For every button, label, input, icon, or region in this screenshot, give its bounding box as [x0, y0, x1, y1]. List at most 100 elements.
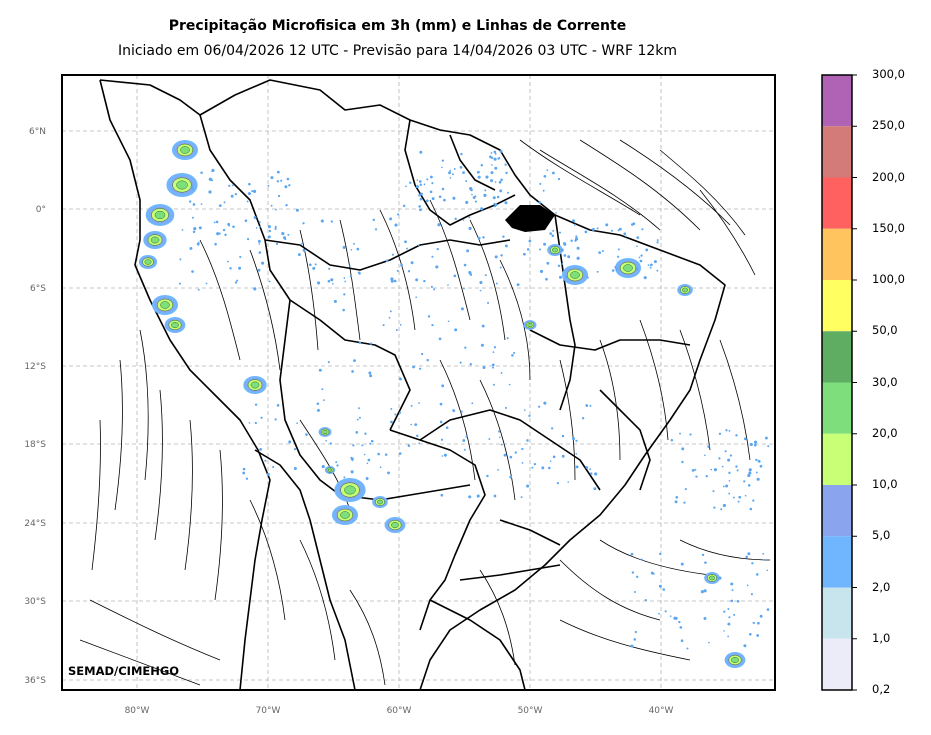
- rain-dot: [419, 208, 422, 212]
- rain-dot: [284, 185, 288, 189]
- rain-dot: [658, 584, 662, 588]
- rain-dot: [414, 423, 418, 427]
- rain-dot: [722, 485, 725, 488]
- rain-dot: [435, 265, 439, 269]
- rain-dot: [617, 255, 620, 258]
- rain-dot: [222, 228, 226, 232]
- rain-dot: [463, 448, 466, 451]
- rain-dot: [317, 281, 321, 285]
- rain-dot: [419, 367, 422, 370]
- rain-dot: [343, 476, 346, 479]
- rain-dot: [471, 193, 473, 196]
- rain-dot: [757, 621, 760, 625]
- latitude-labels: 6°N 0° 6°S 12°S 18°S 24°S 30°S 36°S: [24, 127, 46, 686]
- rain-dot: [727, 635, 730, 638]
- rain-dot: [502, 235, 505, 238]
- rain-dot: [454, 217, 457, 221]
- rain-dot: [295, 208, 299, 212]
- precip-contour: [154, 210, 166, 220]
- rain-dot: [405, 185, 407, 188]
- rain-dot: [355, 431, 359, 434]
- rain-dot: [495, 282, 498, 285]
- rain-dot: [630, 552, 634, 556]
- rain-dot: [480, 163, 484, 167]
- rain-dot: [650, 571, 654, 575]
- rain-dot: [302, 222, 305, 225]
- map-content: SEMAD/CIMEHGO: [62, 75, 775, 690]
- rain-dot: [426, 358, 429, 362]
- rain-dot: [561, 454, 565, 458]
- rain-dot: [557, 177, 561, 181]
- rain-dot: [528, 239, 532, 243]
- rain-dot: [673, 616, 677, 620]
- rain-dot: [433, 288, 436, 291]
- rain-dot: [614, 266, 617, 269]
- rain-dot: [453, 274, 457, 278]
- rain-dot: [439, 402, 443, 406]
- rain-dot: [459, 361, 462, 364]
- precip-contour: [377, 499, 383, 505]
- rain-dot: [559, 231, 562, 234]
- rain-dot: [494, 181, 497, 183]
- rain-dot: [449, 169, 452, 172]
- rain-dot: [316, 402, 320, 406]
- rain-dot: [267, 184, 270, 187]
- rain-dot: [469, 362, 472, 366]
- rain-dot: [585, 466, 589, 469]
- rain-dot: [498, 180, 502, 184]
- rain-dot: [493, 157, 497, 161]
- rain-dot: [681, 460, 684, 464]
- rain-dot: [308, 263, 312, 267]
- rain-dot: [485, 175, 489, 179]
- rain-dot: [441, 455, 444, 457]
- rain-dot: [429, 175, 433, 179]
- rain-dot: [484, 274, 487, 277]
- rain-dot: [205, 282, 208, 285]
- rain-dot: [350, 470, 354, 474]
- rain-dot: [372, 218, 375, 222]
- rain-dot: [399, 377, 402, 381]
- colorbar: [821, 74, 857, 691]
- rain-dot: [402, 204, 406, 208]
- rain-dot: [750, 593, 753, 596]
- precip-contour: [171, 321, 179, 329]
- rain-dot: [463, 263, 467, 267]
- colorbar-label: 150,0: [872, 220, 905, 235]
- rain-dot: [511, 354, 514, 357]
- colorbar-segment: [822, 177, 852, 229]
- rain-dot: [231, 184, 234, 187]
- rain-dot: [762, 558, 765, 561]
- rain-dot: [280, 179, 283, 182]
- rain-dot: [268, 280, 271, 283]
- rain-dot: [713, 468, 717, 472]
- rain-dot: [471, 402, 474, 405]
- rain-dot: [546, 169, 549, 172]
- rain-dot: [499, 266, 502, 269]
- rain-dot: [283, 236, 287, 240]
- rain-dot: [391, 253, 394, 256]
- rain-dot: [427, 315, 431, 318]
- rain-dot: [397, 213, 400, 216]
- rain-dot: [419, 150, 423, 154]
- rain-dot: [686, 647, 689, 650]
- rain-dot: [253, 216, 257, 219]
- lat-label: 36°S: [24, 676, 46, 686]
- map-frame: [61, 74, 776, 691]
- colorbar-label: 30,0: [872, 374, 898, 389]
- rain-dot: [443, 453, 447, 457]
- rain-dot: [353, 359, 356, 363]
- rain-dot: [410, 261, 414, 265]
- rain-dot: [268, 229, 272, 233]
- rain-dot: [272, 465, 275, 469]
- rain-dot: [683, 501, 686, 504]
- rain-dot: [747, 552, 751, 556]
- rain-dot: [575, 452, 578, 455]
- rain-dot: [733, 613, 736, 616]
- rain-dot: [281, 232, 285, 236]
- rain-dot: [649, 266, 652, 269]
- rain-dot: [276, 170, 280, 174]
- rain-dot: [634, 630, 637, 634]
- rain-dot: [504, 201, 508, 205]
- rain-dot: [681, 447, 685, 451]
- rain-dot: [477, 236, 481, 240]
